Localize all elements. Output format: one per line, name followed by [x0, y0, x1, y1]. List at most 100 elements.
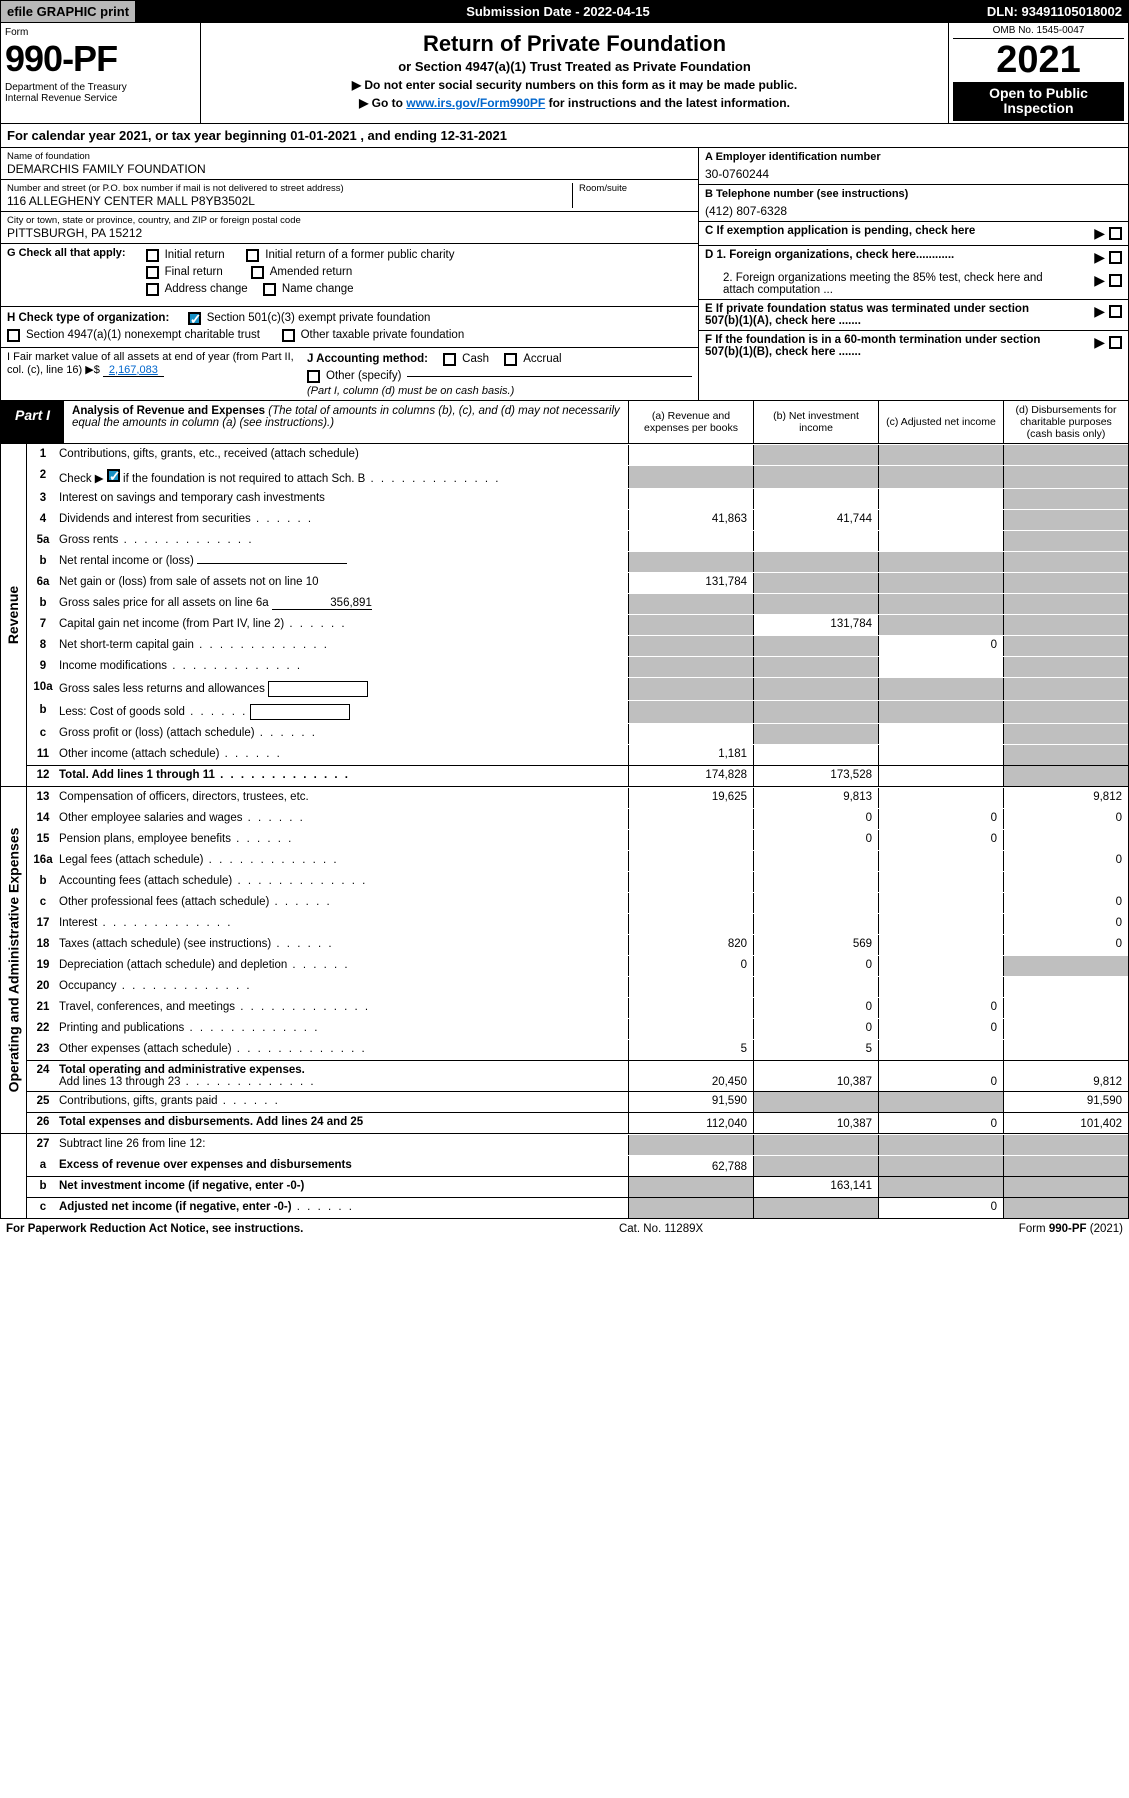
- expenses-section: Operating and Administrative Expenses 13…: [0, 787, 1129, 1134]
- cash-checkbox[interactable]: [443, 353, 456, 366]
- efile-label[interactable]: efile GRAPHIC print: [1, 1, 135, 22]
- address-change-checkbox[interactable]: [146, 283, 159, 296]
- line-23: Other expenses (attach schedule): [59, 1040, 628, 1060]
- val-15b: 0: [753, 830, 878, 850]
- dept-label: Department of the Treasury Internal Reve…: [5, 82, 194, 104]
- line-8: Net short-term capital gain: [59, 636, 628, 656]
- cash-label: Cash: [462, 353, 489, 365]
- address-cell: Number and street (or P.O. box number if…: [1, 180, 698, 212]
- accrual-checkbox[interactable]: [504, 353, 517, 366]
- schb-checkbox[interactable]: [107, 469, 120, 482]
- h-opt-1: Section 501(c)(3) exempt private foundat…: [207, 312, 431, 324]
- line-12: Total. Add lines 1 through 11: [59, 766, 628, 786]
- dln: DLN: 93491105018002: [981, 1, 1128, 22]
- line-16c: Other professional fees (attach schedule…: [59, 893, 628, 913]
- val-6b-inline: 356,891: [272, 597, 372, 610]
- val-27c: 0: [878, 1198, 1003, 1218]
- d1-label: D 1. Foreign organizations, check here..…: [705, 249, 954, 261]
- room-label: Room/suite: [579, 183, 692, 194]
- line-15: Pension plans, employee benefits: [59, 830, 628, 850]
- arrow-icon: ▶: [1094, 225, 1105, 242]
- revenue-section: Revenue 1Contributions, gifts, grants, e…: [0, 444, 1129, 787]
- h-label: H Check type of organization:: [7, 312, 169, 324]
- final-return-checkbox[interactable]: [146, 266, 159, 279]
- line-13: Compensation of officers, directors, tru…: [59, 788, 628, 808]
- 501c3-checkbox[interactable]: [188, 312, 201, 325]
- part1-title: Analysis of Revenue and Expenses (The to…: [64, 401, 628, 443]
- i-j-row: I Fair market value of all assets at end…: [1, 348, 698, 400]
- val-26c: 0: [878, 1113, 1003, 1133]
- info-grid: Name of foundation DEMARCHIS FAMILY FOUN…: [0, 148, 1129, 401]
- col-b-header: (b) Net investment income: [753, 401, 878, 443]
- line-5b: Net rental income or (loss): [59, 552, 628, 572]
- f-checkbox[interactable]: [1109, 336, 1122, 349]
- footer: For Paperwork Reduction Act Notice, see …: [0, 1219, 1129, 1239]
- instructions-link[interactable]: www.irs.gov/Form990PF: [406, 96, 545, 110]
- j-label: J Accounting method:: [307, 353, 428, 365]
- line-11: Other income (attach schedule): [59, 745, 628, 765]
- line-6b: Gross sales price for all assets on line…: [59, 594, 628, 614]
- form-title: Return of Private Foundation: [207, 31, 942, 57]
- d2-label: 2. Foreign organizations meeting the 85%…: [705, 272, 1045, 296]
- accrual-label: Accrual: [523, 353, 561, 365]
- val-17d: 0: [1003, 914, 1128, 934]
- line-27a: Excess of revenue over expenses and disb…: [59, 1156, 628, 1176]
- g-opt-2: Final return: [165, 266, 223, 278]
- line-6a: Net gain or (loss) from sale of assets n…: [59, 573, 628, 593]
- val-27a: 62,788: [628, 1156, 753, 1176]
- val-16a-d: 0: [1003, 851, 1128, 871]
- val-19b: 0: [753, 956, 878, 976]
- d1-checkbox[interactable]: [1109, 251, 1122, 264]
- expenses-side-label: Operating and Administrative Expenses: [1, 787, 27, 1133]
- b-label: B Telephone number (see instructions): [705, 188, 1122, 200]
- name-change-checkbox[interactable]: [263, 283, 276, 296]
- line-10c: Gross profit or (loss) (attach schedule): [59, 724, 628, 744]
- h-opt-2: Section 4947(a)(1) nonexempt charitable …: [26, 329, 260, 341]
- h-opt-3: Other taxable private foundation: [301, 329, 465, 341]
- footer-mid: Cat. No. 11289X: [619, 1223, 703, 1235]
- year-cell: OMB No. 1545-0047 2021 Open to Public In…: [948, 23, 1128, 123]
- line-26: Total expenses and disbursements. Add li…: [59, 1113, 628, 1133]
- val-26b: 10,387: [753, 1113, 878, 1133]
- ein-cell: A Employer identification number 30-0760…: [699, 148, 1128, 185]
- phone-value: (412) 807-6328: [705, 200, 1122, 218]
- g-opt-5: Name change: [282, 283, 354, 295]
- fmv-link[interactable]: 2,167,083: [103, 364, 164, 377]
- other-taxable-checkbox[interactable]: [282, 329, 295, 342]
- line-27: Subtract line 26 from line 12:: [59, 1135, 628, 1155]
- d2-checkbox[interactable]: [1109, 274, 1122, 287]
- line-27b: Net investment income (if negative, ente…: [59, 1177, 628, 1197]
- val-14b: 0: [753, 809, 878, 829]
- c-checkbox[interactable]: [1109, 227, 1122, 240]
- initial-return-checkbox[interactable]: [146, 249, 159, 262]
- e-checkbox[interactable]: [1109, 305, 1122, 318]
- amended-return-checkbox[interactable]: [251, 266, 264, 279]
- e-label: E If private foundation status was termi…: [705, 303, 1045, 327]
- val-4b: 41,744: [753, 510, 878, 530]
- g-label: G Check all that apply:: [7, 247, 126, 259]
- val-6a: 131,784: [628, 573, 753, 593]
- form-word: Form: [5, 27, 194, 38]
- phone-cell: B Telephone number (see instructions) (4…: [699, 185, 1128, 222]
- other-method-checkbox[interactable]: [307, 370, 320, 383]
- line-25: Contributions, gifts, grants paid: [59, 1092, 628, 1112]
- calendar-year-row: For calendar year 2021, or tax year begi…: [0, 124, 1129, 148]
- initial-former-checkbox[interactable]: [246, 249, 259, 262]
- line-22: Printing and publications: [59, 1019, 628, 1039]
- val-18d: 0: [1003, 935, 1128, 955]
- footer-left: For Paperwork Reduction Act Notice, see …: [6, 1223, 303, 1235]
- 4947-checkbox[interactable]: [7, 329, 20, 342]
- val-8c: 0: [878, 636, 1003, 656]
- line-17: Interest: [59, 914, 628, 934]
- c-label: C If exemption application is pending, c…: [705, 225, 975, 237]
- ein-value: 30-0760244: [705, 163, 1122, 181]
- col-d-header: (d) Disbursements for charitable purpose…: [1003, 401, 1128, 443]
- line-2: Check ▶ if the foundation is not require…: [59, 466, 628, 488]
- line-20: Occupancy: [59, 977, 628, 997]
- val-24c: 0: [878, 1061, 1003, 1091]
- val-18b: 569: [753, 935, 878, 955]
- val-16c-d: 0: [1003, 893, 1128, 913]
- val-7b: 131,784: [753, 615, 878, 635]
- val-19a: 0: [628, 956, 753, 976]
- line-4: Dividends and interest from securities: [59, 510, 628, 530]
